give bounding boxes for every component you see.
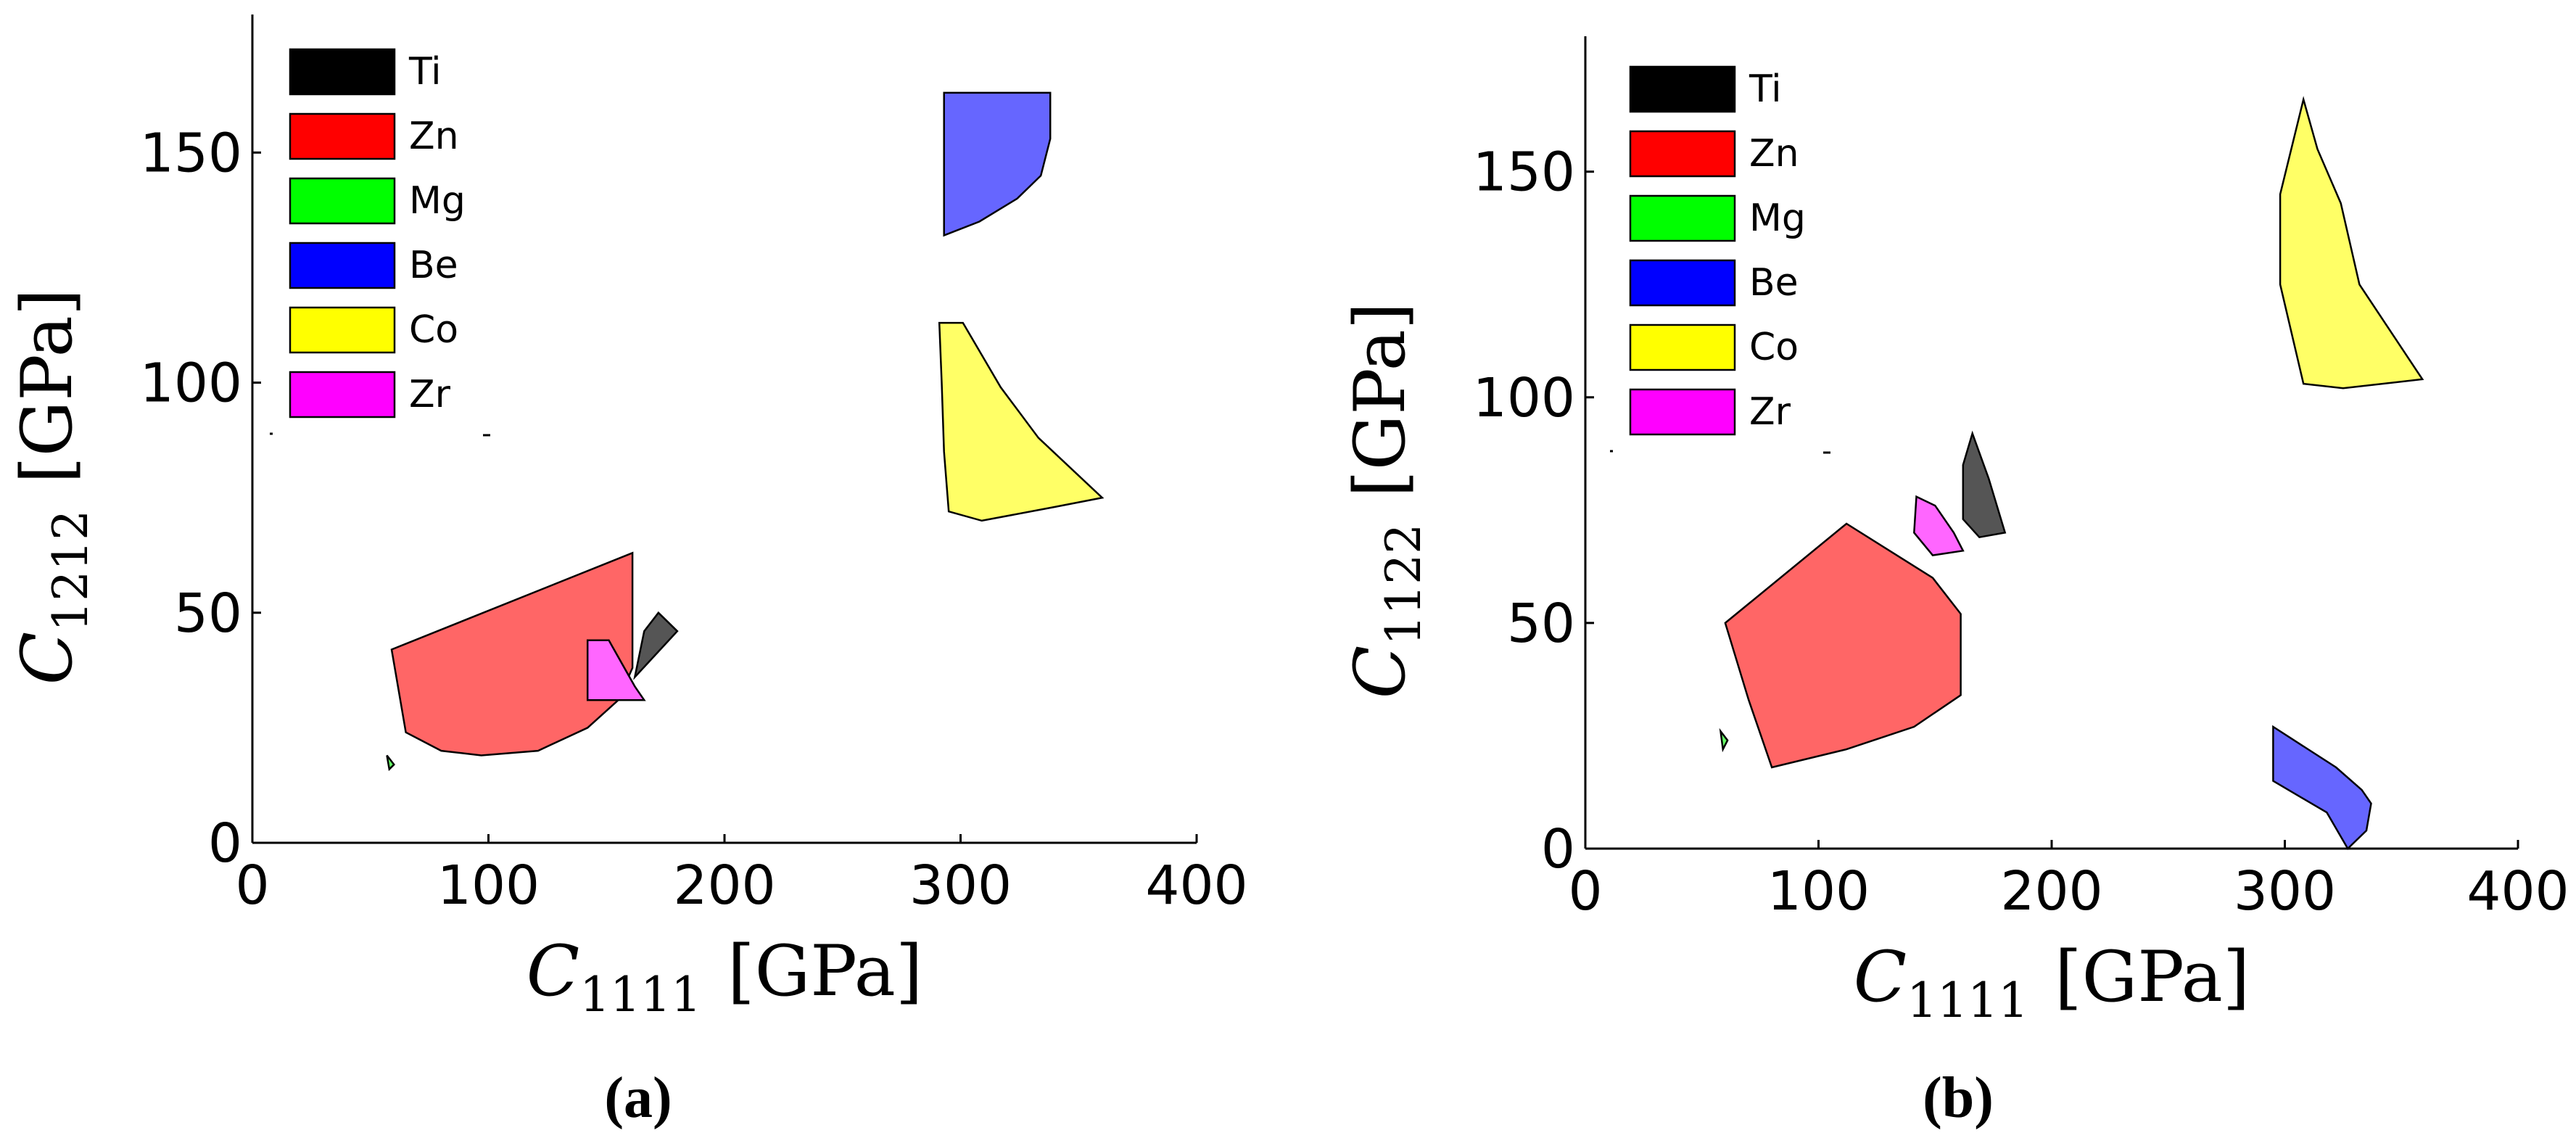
legend-label-mg: Mg bbox=[1749, 197, 1806, 240]
x-tick-label: 200 bbox=[2000, 860, 2102, 923]
legend-label-be: Be bbox=[1749, 261, 1799, 305]
x-axis-unit: [GPa] bbox=[727, 931, 922, 1012]
y-tick-label: 100 bbox=[140, 352, 242, 415]
legend-swatch-zn bbox=[1629, 130, 1736, 178]
legend-swatch-be bbox=[289, 242, 396, 289]
caption-letter: b bbox=[1942, 1066, 1975, 1130]
region-ti bbox=[1962, 430, 2007, 539]
x-tick-label: 300 bbox=[2234, 860, 2336, 923]
x-tick-label: 0 bbox=[1568, 860, 1602, 923]
region-co bbox=[938, 321, 1105, 522]
x-tick-label: 400 bbox=[2466, 860, 2569, 923]
region-zr bbox=[1913, 495, 1965, 556]
legend-swatch-be bbox=[1629, 259, 1736, 307]
caption-close-paren: ) bbox=[1974, 1066, 1994, 1130]
y-tick-label: 150 bbox=[140, 122, 242, 184]
legend-label-zn: Zn bbox=[409, 115, 459, 158]
legend-label-co: Co bbox=[1749, 326, 1799, 369]
y-axis-subscript: 1212 bbox=[43, 510, 99, 632]
x-tick-label: 0 bbox=[235, 854, 269, 917]
y-tick-label: 50 bbox=[1507, 593, 1575, 655]
region-be bbox=[943, 91, 1052, 237]
y-tick-label: 50 bbox=[174, 582, 242, 645]
legend-swatch-zn bbox=[289, 112, 396, 160]
legend-label-be: Be bbox=[409, 244, 458, 287]
x-axis-subscript: 1111 bbox=[579, 967, 701, 1023]
region-co bbox=[2279, 96, 2424, 389]
x-axis-unit: [GPa] bbox=[2055, 936, 2250, 1018]
x-tick-label: 100 bbox=[1767, 860, 1870, 923]
caption-open-paren: ( bbox=[1923, 1066, 1942, 1130]
legend: Ti Zn Mg Be Co Zr bbox=[270, 48, 490, 437]
y-tick-label: 100 bbox=[1473, 367, 1575, 429]
legend-label-ti: Ti bbox=[408, 50, 442, 94]
x-tick-label: 100 bbox=[437, 854, 540, 917]
region-zn bbox=[1724, 522, 1962, 769]
x-tick-label: 200 bbox=[673, 854, 775, 917]
legend: Ti Zn Mg Be Co Zr bbox=[1610, 65, 1830, 454]
caption-open-paren: ( bbox=[604, 1066, 624, 1130]
y-axis-unit: [GPa] bbox=[1339, 302, 1421, 498]
x-tick-label: 400 bbox=[1145, 854, 1247, 917]
x-axis-title: C1111 [GPa] bbox=[1854, 936, 2250, 1028]
region-be bbox=[2272, 725, 2372, 851]
panel-caption: (b) bbox=[1923, 1066, 1994, 1130]
legend-swatch-zr bbox=[1629, 388, 1736, 436]
x-axis-symbol: C bbox=[1854, 936, 1907, 1018]
legend-swatch-mg bbox=[289, 177, 396, 225]
legend-label-ti: Ti bbox=[1749, 67, 1782, 111]
x-axis-symbol: C bbox=[527, 931, 579, 1012]
y-tick-label: 0 bbox=[208, 812, 242, 875]
legend-label-zn: Zn bbox=[1749, 132, 1799, 176]
region-zn bbox=[390, 551, 634, 756]
y-axis-unit: [GPa] bbox=[7, 289, 88, 484]
legend-label-zr: Zr bbox=[409, 373, 451, 416]
legend-label-co: Co bbox=[409, 308, 458, 352]
y-axis-symbol: C bbox=[7, 632, 88, 685]
legend-swatch-ti bbox=[289, 48, 396, 96]
region-mg bbox=[386, 754, 395, 772]
legend-label-zr: Zr bbox=[1749, 390, 1791, 434]
y-axis-title: C1212 [GPa] bbox=[7, 289, 99, 685]
legend-label-mg: Mg bbox=[409, 179, 466, 223]
caption-close-paren: ) bbox=[653, 1066, 672, 1130]
legend-swatch-co bbox=[1629, 323, 1736, 371]
panel-caption: (a) bbox=[604, 1066, 672, 1130]
caption-letter: a bbox=[624, 1066, 653, 1130]
region-ti bbox=[633, 611, 679, 680]
x-axis-subscript: 1111 bbox=[1907, 973, 2028, 1028]
x-axis-title: C1111 [GPa] bbox=[527, 931, 923, 1023]
region-zr bbox=[586, 639, 646, 701]
legend-swatch-ti bbox=[1629, 65, 1736, 113]
y-axis-subscript: 1122 bbox=[1376, 524, 1432, 646]
y-tick-label: 0 bbox=[1541, 818, 1575, 881]
y-axis-symbol: C bbox=[1339, 646, 1421, 698]
legend-swatch-co bbox=[289, 306, 396, 354]
y-axis-title: C1122 [GPa] bbox=[1339, 302, 1432, 699]
legend-swatch-mg bbox=[1629, 194, 1736, 242]
x-tick-label: 300 bbox=[909, 854, 1012, 917]
legend-swatch-zr bbox=[289, 371, 396, 418]
y-tick-label: 150 bbox=[1473, 141, 1575, 204]
region-mg bbox=[1719, 727, 1729, 753]
